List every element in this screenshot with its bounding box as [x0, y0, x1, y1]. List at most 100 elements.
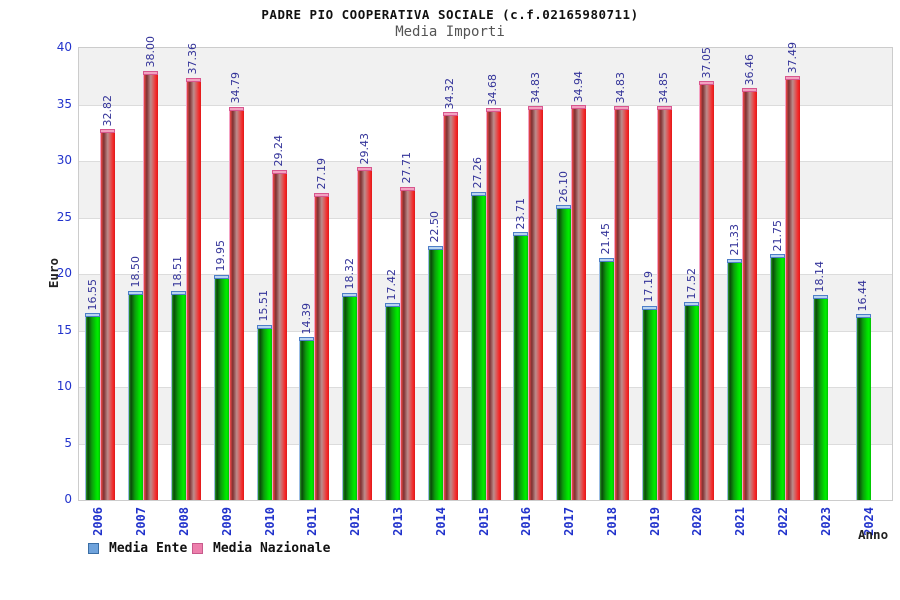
bar-value-label: 22.50	[428, 211, 442, 243]
bar-value-label: 17.52	[684, 267, 698, 300]
x-tick-label: 2018	[604, 507, 619, 536]
bar-media-ente	[170, 290, 186, 500]
bar-value-label: 23.71	[513, 197, 527, 230]
bar-value-label: 29.43	[357, 132, 371, 165]
legend-label-media-ente: Media Ente	[109, 541, 188, 556]
bar-fill	[742, 92, 758, 500]
bar-fill	[357, 171, 373, 500]
bar-cap	[213, 274, 229, 279]
x-tick-label: 2013	[390, 507, 405, 536]
bar-cap	[812, 295, 828, 300]
bar-value-label: 16.44	[856, 279, 870, 312]
bar-cap	[727, 258, 743, 263]
bar-cap	[170, 290, 186, 295]
bar-value-label: 18.51	[171, 256, 185, 288]
bar-media-ente	[727, 258, 743, 500]
bar-cap	[641, 305, 657, 310]
x-tick-label: 2023	[818, 507, 833, 536]
bar-value-label: 32.82	[100, 94, 114, 127]
bar-value-label: 34.83	[614, 71, 628, 104]
bar-cap	[143, 70, 159, 75]
bar-media-ente	[641, 305, 657, 500]
bar-media-ente	[384, 303, 400, 500]
x-tick-label: 2009	[219, 507, 234, 536]
bar-fill	[470, 195, 486, 500]
x-axis-title: Anno	[858, 527, 889, 542]
x-tick-label: 2008	[176, 507, 191, 536]
bar-value-label: 38.00	[143, 36, 157, 68]
bar-value-label: 16.55	[85, 278, 99, 311]
bar-value-label: 17.19	[642, 271, 656, 303]
bar-fill	[513, 236, 529, 500]
bar-fill	[256, 328, 272, 500]
bar-cap	[228, 106, 244, 111]
bar-value-label: 37.49	[785, 41, 799, 74]
bar-value-label: 34.79	[229, 72, 243, 104]
bar-value-label: 34.94	[571, 70, 585, 103]
bar-media-ente	[256, 324, 272, 500]
y-tick-label: 40	[56, 40, 72, 54]
bar-cap	[256, 324, 272, 329]
bar-cap	[357, 167, 373, 172]
x-tick-label: 2021	[733, 507, 748, 536]
x-tick-label: 2010	[262, 507, 277, 536]
bar-fill	[342, 296, 358, 500]
bar-media-ente	[128, 290, 144, 500]
bar-media-nazionale	[314, 192, 330, 500]
x-tick-label: 2006	[91, 507, 106, 536]
x-tick-label: 2020	[690, 507, 705, 536]
bar-cap	[513, 232, 529, 237]
y-tick-label: 35	[56, 96, 72, 111]
bar-media-nazionale	[656, 106, 672, 500]
bar-media-nazionale	[185, 77, 201, 500]
y-tick-label: 20	[56, 266, 72, 280]
bar-value-label: 21.33	[727, 224, 741, 256]
y-tick-label: 25	[56, 209, 72, 224]
bar-value-label: 15.51	[257, 290, 271, 322]
bar-value-label: 27.19	[314, 158, 328, 190]
bar-value-label: 34.83	[528, 71, 542, 104]
bar-value-label: 34.85	[657, 71, 671, 104]
bar-cap	[100, 129, 116, 134]
bar-media-ente	[513, 232, 529, 500]
bar-cap	[556, 205, 572, 210]
bar-fill	[598, 261, 614, 500]
bar-fill	[314, 196, 330, 500]
bar-cap	[399, 186, 415, 191]
bar-media-ente	[299, 337, 315, 500]
bar-cap	[128, 290, 144, 295]
bar-cap	[742, 88, 758, 93]
x-tick-label: 2012	[348, 507, 363, 536]
bar-cap	[699, 81, 715, 86]
bar-media-ente	[812, 295, 828, 500]
bar-fill	[228, 110, 244, 500]
bar-fill	[213, 278, 229, 500]
media-nazionale-legend-swatch-icon	[192, 543, 203, 554]
bar-value-label: 27.26	[471, 157, 484, 189]
legend-item-media-nazionale: Media Nazionale	[192, 541, 330, 556]
bar-value-label: 37.05	[699, 46, 713, 79]
y-tick-label: 5	[64, 435, 72, 450]
bar-fill	[699, 85, 715, 500]
x-tick-label: 2014	[433, 507, 448, 536]
bar-cap	[855, 314, 871, 319]
bar-cap	[613, 106, 629, 111]
bar-cap	[684, 302, 700, 307]
bar-media-ente	[855, 314, 871, 500]
bar-fill	[85, 317, 101, 500]
chart-title: PADRE PIO COOPERATIVA SOCIALE (c.f.02165…	[261, 7, 639, 22]
bar-cap	[571, 105, 587, 110]
bar-value-label: 29.24	[272, 135, 286, 167]
bar-media-ente	[684, 302, 700, 500]
bar-value-label: 18.14	[813, 260, 827, 293]
x-tick-label: 2022	[776, 507, 791, 536]
bar-media-nazionale	[357, 167, 373, 500]
bar-value-label: 18.50	[128, 256, 142, 288]
bar-media-nazionale	[485, 108, 501, 500]
bar-media-nazionale	[785, 76, 801, 500]
bar-fill	[641, 309, 657, 500]
bar-fill	[384, 307, 400, 500]
bar-media-nazionale	[143, 70, 159, 500]
bar-media-nazionale	[442, 112, 458, 500]
